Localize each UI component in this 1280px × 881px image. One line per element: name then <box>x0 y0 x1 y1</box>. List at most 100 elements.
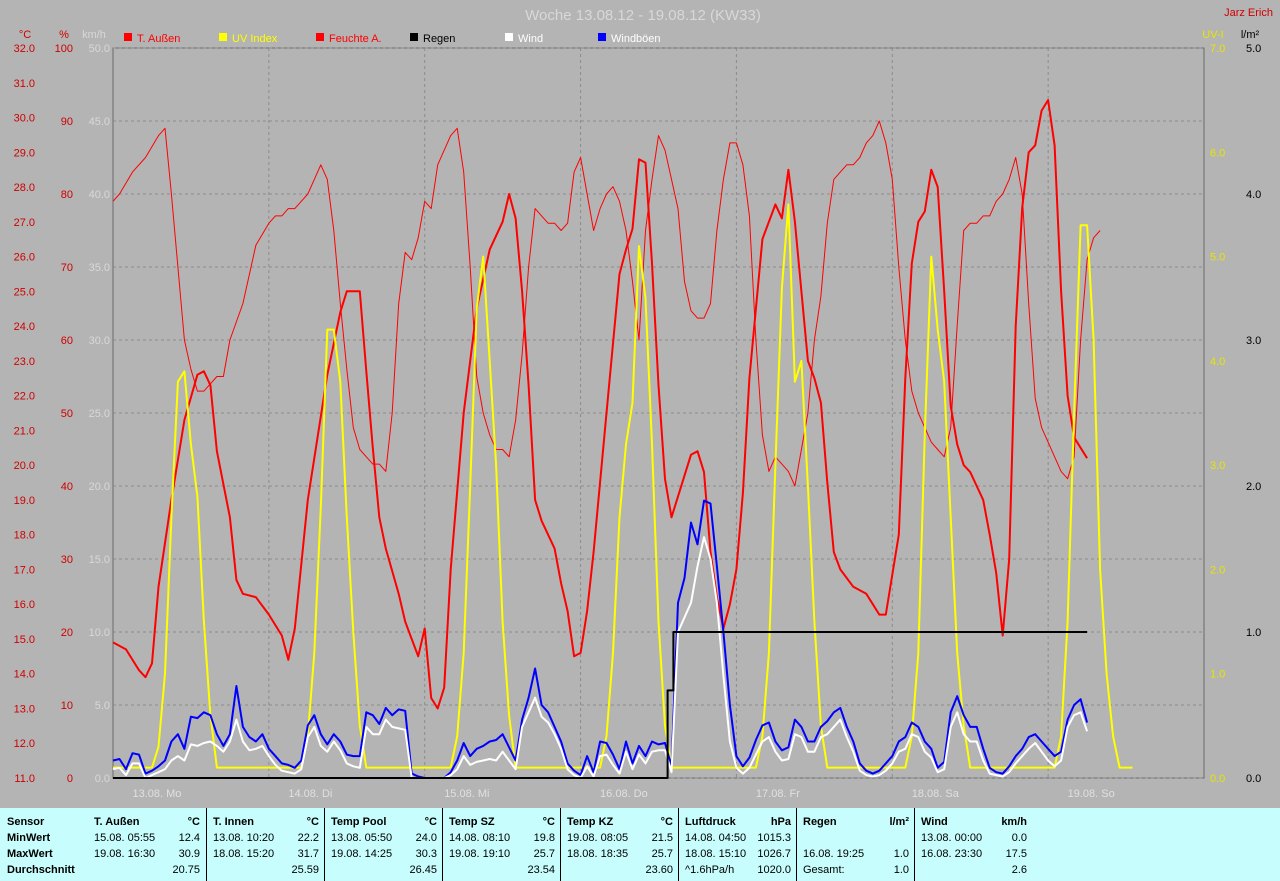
legend-swatch <box>410 33 418 41</box>
humidity-tick-label: 70 <box>61 262 73 274</box>
stats-value: 30.3 <box>415 848 437 860</box>
series-line-wind <box>112 536 1089 779</box>
legend-label: Feuchte A. <box>329 33 382 45</box>
stats-value: 1.0 <box>893 848 909 860</box>
rain-tick-label: 4.0 <box>1246 189 1261 201</box>
stats-time: 18.08. 15:20 <box>213 848 275 860</box>
stats-value: 22.2 <box>297 832 319 844</box>
stats-value: 12.4 <box>178 832 200 844</box>
chart-title: Woche 13.08.12 - 19.08.12 (KW33) <box>525 7 761 24</box>
humidity-tick-label: 80 <box>61 189 73 201</box>
uv-tick-label: 4.0 <box>1210 356 1225 368</box>
wind-axis-unit: km/h <box>82 29 106 41</box>
stats-time: 19.08. 14:25 <box>331 848 393 860</box>
stats-value: 31.7 <box>297 848 319 860</box>
stats-time: 14.08. 04:50 <box>685 832 747 844</box>
wind-tick-label: 45.0 <box>89 116 110 128</box>
stats-col-title: Temp KZ <box>567 816 614 828</box>
x-tick-label: 19.08. So <box>1068 788 1115 800</box>
stats-col-title: Wind <box>921 816 948 828</box>
temp-tick-label: 28.0 <box>14 182 35 194</box>
rain-tick-label: 2.0 <box>1246 481 1261 493</box>
stats-value: 1026.7 <box>757 848 791 860</box>
temp-tick-label: 30.0 <box>14 113 35 125</box>
chart-author: Jarz Erich <box>1224 7 1273 19</box>
stats-col-title: Luftdruck <box>685 816 736 828</box>
temp-tick-label: 15.0 <box>14 634 35 646</box>
stats-value: 26.45 <box>409 864 437 876</box>
x-tick-label: 17.08. Fr <box>756 788 800 800</box>
stats-time: 18.08. 15:10 <box>685 848 747 860</box>
temp-tick-label: 17.0 <box>14 564 35 576</box>
temp-tick-label: 11.0 <box>14 773 35 785</box>
stats-row-label: MinWert <box>7 832 51 844</box>
stats-col-wind: Wind km/h 13.08. 00:00 0.0 16.08. 23:30 17.5 2… <box>914 808 1033 881</box>
humidity-tick-label: 100 <box>55 43 73 55</box>
stats-time: 13.08. 00:00 <box>921 832 983 844</box>
humidity-tick-label: 10 <box>61 700 73 712</box>
uv-tick-label: 0.0 <box>1210 773 1225 785</box>
humidity-tick-label: 60 <box>61 335 73 347</box>
stats-value: 25.7 <box>533 848 555 860</box>
stats-time: 13.08. 10:20 <box>213 832 275 844</box>
x-tick-label: 14.08. Di <box>288 788 332 800</box>
wind-tick-label: 35.0 <box>89 262 110 274</box>
legend-swatch <box>219 33 227 41</box>
wind-tick-label: 40.0 <box>89 189 110 201</box>
temp-tick-label: 14.0 <box>14 669 35 681</box>
rain-tick-label: 0.0 <box>1246 773 1261 785</box>
temp-tick-label: 24.0 <box>14 321 35 333</box>
stats-col-title: Temp SZ <box>449 816 495 828</box>
stats-col-t-au-en: T. Außen °C 15.08. 05:55 12.4 19.08. 16:30 30… <box>88 808 206 881</box>
stats-value: 21.5 <box>651 832 673 844</box>
humidity-tick-label: 20 <box>61 627 73 639</box>
stats-value: 25.59 <box>291 864 319 876</box>
stats-col-unit: °C <box>424 816 437 828</box>
stats-time: 13.08. 05:50 <box>331 832 393 844</box>
uv-tick-label: 1.0 <box>1210 669 1225 681</box>
stats-col-unit: °C <box>306 816 319 828</box>
x-tick-label: 16.08. Do <box>600 788 648 800</box>
stats-col-temp-kz: Temp KZ °C 19.08. 08:05 21.5 18.08. 18:35 25.… <box>560 808 679 881</box>
humidity-tick-label: 40 <box>61 481 73 493</box>
stats-col-luftdruck: Luftdruck hPa 14.08. 04:50 1015.3 18.08. 15:… <box>678 808 797 881</box>
weather-chart: Woche 13.08.12 - 19.08.12 (KW33) Jarz Eri… <box>14 7 1273 800</box>
stats-col-sensor: Sensor MinWert MaxWert Durchschnitt <box>0 808 88 881</box>
legend-label: Windböen <box>611 33 661 45</box>
legend-swatch <box>598 33 606 41</box>
stats-value: 2.6 <box>1011 864 1027 876</box>
stats-col-unit: l/m² <box>889 816 909 828</box>
stats-col-temp-pool: Temp Pool °C 13.08. 05:50 24.0 19.08. 14:25 3… <box>324 808 443 881</box>
stats-time: 16.08. 23:30 <box>921 848 983 860</box>
uv-tick-label: 5.0 <box>1210 252 1225 264</box>
legend-label: Wind <box>518 33 543 45</box>
humidity-tick-label: 90 <box>61 116 73 128</box>
series-line-t-au-en <box>112 99 1088 710</box>
temp-tick-label: 27.0 <box>14 217 35 229</box>
stats-col-unit: °C <box>542 816 555 828</box>
stats-col-unit: hPa <box>770 816 791 828</box>
stats-col-temp-sz: Temp SZ °C 14.08. 08:10 19.8 19.08. 19:10 25.… <box>442 808 561 881</box>
stats-value: 17.5 <box>1005 848 1027 860</box>
temp-tick-label: 26.0 <box>14 252 35 264</box>
x-tick-label: 13.08. Mo <box>132 788 181 800</box>
wind-tick-label: 25.0 <box>89 408 110 420</box>
temp-tick-label: 18.0 <box>14 530 35 542</box>
stats-time: ^1.6hPa/h <box>685 864 735 876</box>
stats-value: 1020.0 <box>757 864 791 876</box>
uv-tick-label: 3.0 <box>1210 460 1225 472</box>
wind-tick-label: 0.0 <box>95 773 110 785</box>
temp-tick-label: 22.0 <box>14 391 35 403</box>
stats-time: 19.08. 08:05 <box>567 832 629 844</box>
stats-value: 1015.3 <box>757 832 791 844</box>
stats-col-title: T. Außen <box>94 816 140 828</box>
stats-time: 19.08. 16:30 <box>94 848 156 860</box>
stats-col-unit: km/h <box>1001 816 1027 828</box>
temp-tick-label: 12.0 <box>14 738 35 750</box>
stats-time: Gesamt: <box>803 864 845 876</box>
stats-value: 30.9 <box>178 848 200 860</box>
humidity-tick-label: 0 <box>67 773 73 785</box>
temp-tick-label: 23.0 <box>14 356 35 368</box>
wind-tick-label: 10.0 <box>89 627 110 639</box>
rain-tick-label: 1.0 <box>1246 627 1261 639</box>
